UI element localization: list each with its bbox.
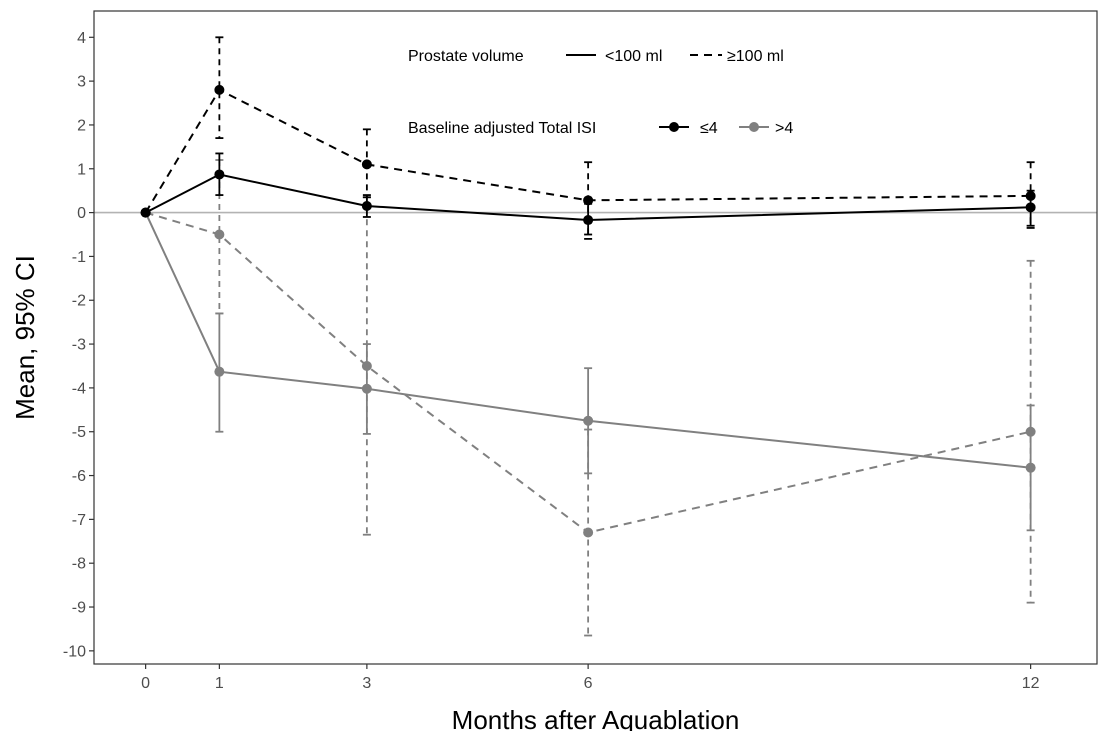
- panel-border: [93, 10, 1098, 665]
- data-point: [1025, 462, 1036, 473]
- data-point: [361, 201, 372, 212]
- data-point: [214, 169, 225, 180]
- legend-key-isi-0-point: [669, 122, 679, 132]
- legend: Prostate volume <100 ml ≥100 ml Baseline ad…: [408, 48, 793, 137]
- series-line: [145, 211, 1031, 534]
- y-tick-label: -7: [72, 512, 86, 529]
- y-tick-label: 4: [77, 30, 86, 47]
- legend-title-volume: Prostate volume: [408, 48, 524, 65]
- x-tick-label: 6: [584, 675, 593, 692]
- y-tick-label: -1: [72, 249, 86, 266]
- y-tick-label: -5: [72, 424, 86, 441]
- legend-key-isi-1-point: [749, 122, 759, 132]
- y-tick-label: -10: [63, 643, 86, 660]
- data-point: [214, 229, 225, 240]
- y-tick-label: 1: [77, 161, 86, 178]
- y-tick-label: -9: [72, 600, 86, 617]
- legend-label-volume-0: <100 ml: [605, 48, 662, 65]
- series-1: [140, 36, 1036, 240]
- legend-label-volume-1: ≥100 ml: [727, 48, 784, 65]
- data-point: [1025, 190, 1036, 201]
- legend-title-isi: Baseline adjusted Total ISI: [408, 120, 596, 137]
- data-point: [583, 415, 594, 426]
- x-tick-label: 1: [215, 675, 224, 692]
- x-tick-label: 12: [1022, 675, 1040, 692]
- y-tick-label: -4: [72, 380, 86, 397]
- y-tick-label: -8: [72, 556, 86, 573]
- y-tick-label: 2: [77, 117, 86, 134]
- data-point: [583, 527, 594, 538]
- y-tick-label: -3: [72, 337, 86, 354]
- series-line: [144, 88, 1031, 214]
- data-point: [361, 159, 372, 170]
- data-point: [583, 195, 594, 206]
- plot-area: [94, 36, 1097, 637]
- series-2: [140, 207, 1036, 532]
- x-tick-label: 3: [362, 675, 371, 692]
- y-tick-label: -6: [72, 468, 86, 485]
- legend-label-isi-0: ≤4: [700, 120, 718, 137]
- y-tick-label: 3: [77, 74, 86, 91]
- data-point: [1025, 426, 1036, 437]
- x-axis-title: Months after Aquablation: [452, 705, 740, 731]
- y-tick-label: -2: [72, 293, 86, 310]
- series-3: [140, 159, 1036, 637]
- data-point: [214, 366, 225, 377]
- data-point: [214, 84, 225, 95]
- data-point: [361, 360, 372, 371]
- y-tick-label: 0: [77, 205, 86, 222]
- data-point: [140, 207, 151, 218]
- y-axis-title: Mean, 95% CI: [10, 255, 40, 420]
- x-tick-label: 0: [141, 675, 150, 692]
- axes: 4 3 2 1 0 -1 -2 -3 -4 -5 -6 -7 -8 -9 -10 0 1 3 6 12: [63, 10, 1098, 692]
- legend-label-isi-1: >4: [775, 120, 793, 137]
